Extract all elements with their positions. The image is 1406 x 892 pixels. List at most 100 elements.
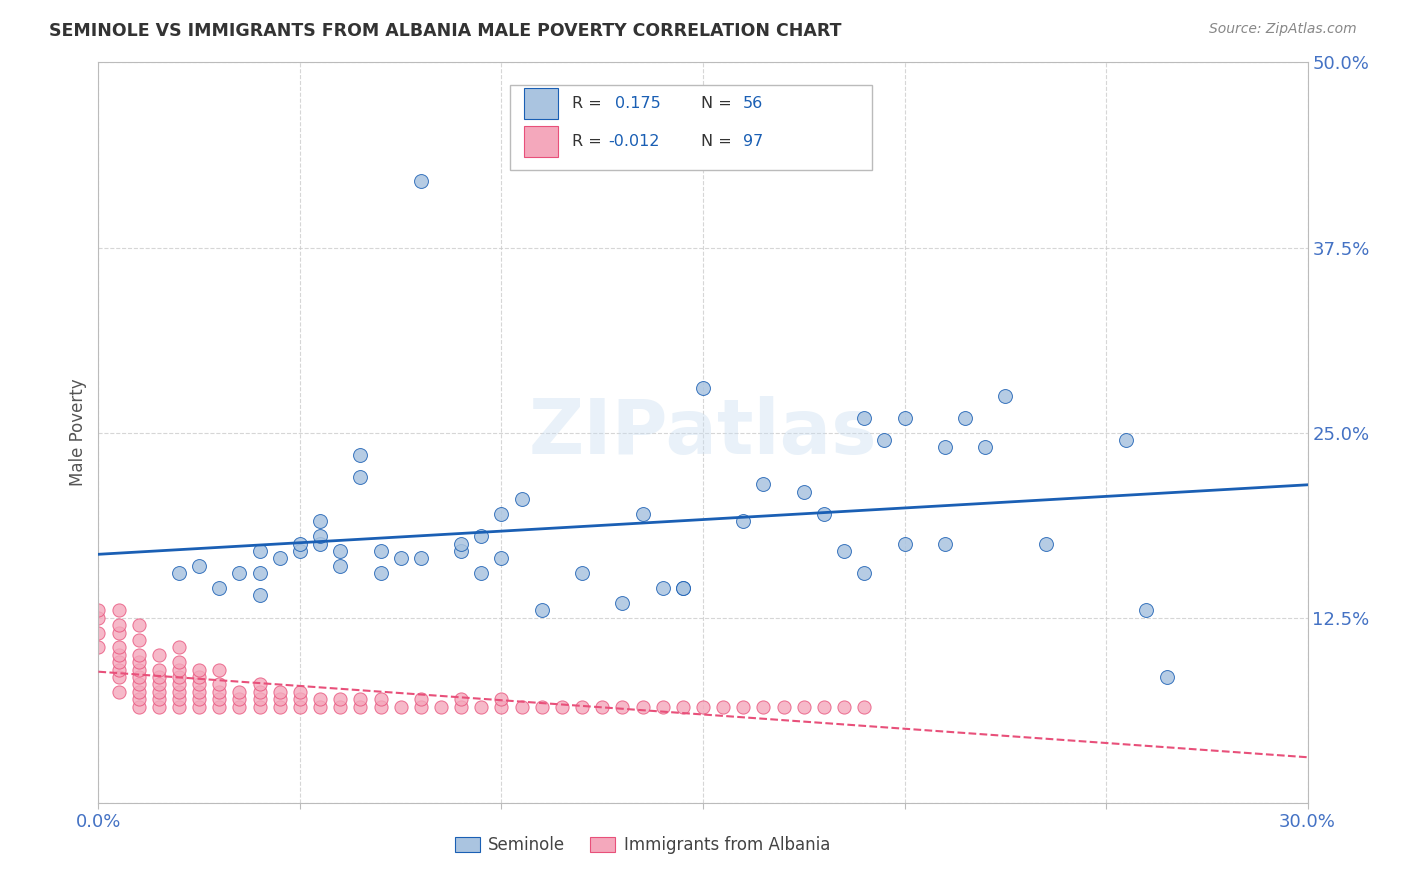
- Point: [148, 699, 170, 714]
- Point: [228, 699, 250, 714]
- Point: [309, 692, 332, 706]
- Text: R =: R =: [572, 95, 602, 111]
- Point: [571, 699, 593, 714]
- Point: [491, 551, 513, 566]
- Point: [107, 648, 129, 662]
- Point: [329, 692, 352, 706]
- Point: [591, 699, 613, 714]
- Point: [228, 566, 250, 581]
- Point: [470, 566, 492, 581]
- Point: [288, 544, 311, 558]
- Point: [188, 663, 211, 677]
- Point: [389, 699, 412, 714]
- Point: [813, 699, 835, 714]
- Point: [107, 670, 129, 684]
- Text: R =: R =: [572, 134, 602, 149]
- Point: [853, 566, 876, 581]
- Point: [793, 699, 815, 714]
- Point: [128, 618, 150, 632]
- Point: [188, 558, 211, 573]
- Point: [510, 492, 533, 507]
- Point: [148, 648, 170, 662]
- Point: [188, 699, 211, 714]
- Legend: Seminole, Immigrants from Albania: Seminole, Immigrants from Albania: [449, 830, 837, 861]
- Point: [430, 699, 453, 714]
- Text: SEMINOLE VS IMMIGRANTS FROM ALBANIA MALE POVERTY CORRELATION CHART: SEMINOLE VS IMMIGRANTS FROM ALBANIA MALE…: [49, 22, 842, 40]
- Point: [450, 544, 472, 558]
- Point: [288, 699, 311, 714]
- Point: [249, 589, 271, 603]
- Point: [651, 699, 673, 714]
- Point: [329, 544, 352, 558]
- Point: [188, 685, 211, 699]
- Point: [208, 699, 231, 714]
- Point: [107, 663, 129, 677]
- Point: [409, 174, 432, 188]
- Point: [128, 670, 150, 684]
- Point: [208, 663, 231, 677]
- Point: [853, 410, 876, 425]
- Point: [853, 699, 876, 714]
- Point: [167, 655, 190, 669]
- Point: [228, 685, 250, 699]
- Point: [389, 551, 412, 566]
- Point: [470, 699, 492, 714]
- Point: [269, 699, 291, 714]
- Point: [128, 648, 150, 662]
- Point: [893, 410, 915, 425]
- Point: [934, 536, 956, 550]
- Point: [793, 484, 815, 499]
- Point: [128, 692, 150, 706]
- Point: [249, 692, 271, 706]
- Text: 0.175: 0.175: [614, 95, 661, 111]
- Point: [208, 685, 231, 699]
- Point: [752, 699, 775, 714]
- Text: N =: N =: [700, 134, 731, 149]
- Point: [692, 699, 714, 714]
- Point: [87, 625, 110, 640]
- Point: [370, 544, 392, 558]
- Point: [167, 677, 190, 691]
- Point: [128, 655, 150, 669]
- Point: [107, 618, 129, 632]
- Point: [571, 566, 593, 581]
- Point: [249, 677, 271, 691]
- Point: [87, 603, 110, 617]
- Point: [934, 441, 956, 455]
- Point: [530, 699, 553, 714]
- Point: [269, 692, 291, 706]
- Point: [188, 692, 211, 706]
- Point: [692, 381, 714, 395]
- Point: [1135, 603, 1157, 617]
- Point: [349, 699, 371, 714]
- Text: 97: 97: [742, 134, 763, 149]
- Point: [510, 699, 533, 714]
- Point: [349, 470, 371, 484]
- Point: [370, 566, 392, 581]
- Point: [188, 677, 211, 691]
- Point: [208, 581, 231, 595]
- Point: [370, 692, 392, 706]
- Point: [450, 536, 472, 550]
- Point: [148, 685, 170, 699]
- Point: [491, 507, 513, 521]
- Point: [167, 663, 190, 677]
- Text: -0.012: -0.012: [609, 134, 661, 149]
- Point: [409, 551, 432, 566]
- Point: [711, 699, 734, 714]
- Point: [612, 596, 634, 610]
- Point: [409, 692, 432, 706]
- Point: [672, 581, 695, 595]
- Point: [167, 640, 190, 655]
- Point: [733, 515, 755, 529]
- Point: [772, 699, 794, 714]
- Point: [107, 655, 129, 669]
- Text: N =: N =: [700, 95, 731, 111]
- Point: [873, 433, 896, 447]
- Point: [167, 670, 190, 684]
- Point: [631, 699, 654, 714]
- Point: [288, 692, 311, 706]
- Point: [672, 699, 695, 714]
- Point: [893, 536, 915, 550]
- Point: [128, 699, 150, 714]
